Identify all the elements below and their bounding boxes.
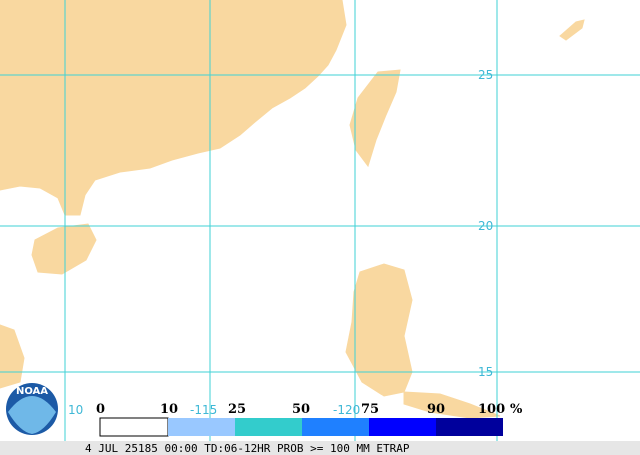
lon-label: -115	[190, 403, 217, 417]
colorbar-unit: %	[510, 402, 523, 417]
colorbar-segment	[369, 418, 436, 436]
colorbar-label: 100	[478, 402, 505, 417]
china-coast	[0, 0, 347, 216]
colorbar-segment	[235, 418, 302, 436]
colorbar-label: 25	[228, 402, 246, 417]
hainan	[31, 223, 97, 275]
taiwan	[349, 69, 401, 168]
colorbar-label: 75	[361, 402, 379, 417]
noaa-logo: NOAA	[3, 380, 61, 438]
colorbar-segment	[302, 418, 369, 436]
colorbar-label: 0	[96, 402, 105, 417]
lon-label: 10	[68, 403, 83, 417]
land	[0, 0, 585, 419]
logo-text: NOAA	[16, 386, 48, 397]
colorbar-segment	[436, 418, 503, 436]
footer-text: 4 JUL 25185 00:00 TD:06-12HR PROB >= 100…	[85, 442, 410, 455]
colorbar-segment	[99, 417, 169, 437]
visayas	[403, 391, 501, 419]
footer-bar	[0, 441, 640, 455]
colorbar-label: 10	[160, 402, 178, 417]
lat-label: 20	[478, 219, 493, 233]
lon-label: -120	[333, 403, 360, 417]
colorbar-label: 50	[292, 402, 310, 417]
lat-label: 25	[478, 68, 493, 82]
colorbar-segment	[168, 418, 235, 436]
ryukyu	[559, 19, 585, 41]
colorbar-label: 90	[427, 402, 445, 417]
logo-bird	[8, 396, 56, 434]
colorbar: 0 10 25 50 75 90 100 %	[96, 402, 523, 437]
graticule	[0, 0, 640, 441]
lat-label: 15	[478, 365, 493, 379]
